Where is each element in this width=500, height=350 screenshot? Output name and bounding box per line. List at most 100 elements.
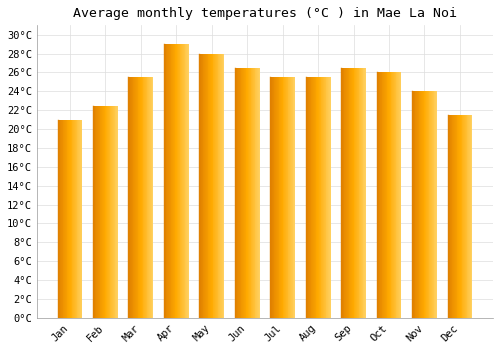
Bar	[470, 115, 472, 318]
Bar	[166, 44, 167, 318]
Bar	[180, 44, 182, 318]
Bar	[114, 105, 116, 318]
Bar	[418, 91, 420, 318]
Bar	[358, 68, 360, 318]
Bar	[183, 44, 184, 318]
Bar	[169, 44, 170, 318]
Bar	[432, 91, 434, 318]
Bar	[357, 68, 358, 318]
Bar	[348, 68, 350, 318]
Bar	[132, 77, 134, 318]
Bar	[420, 91, 421, 318]
Bar	[131, 77, 132, 318]
Bar	[94, 105, 96, 318]
Bar	[112, 105, 113, 318]
Bar	[168, 44, 169, 318]
Bar	[291, 77, 292, 318]
Bar	[276, 77, 277, 318]
Bar	[236, 68, 238, 318]
Bar	[144, 77, 145, 318]
Bar	[66, 120, 68, 318]
Bar	[178, 44, 179, 318]
Bar	[413, 91, 414, 318]
Bar	[318, 77, 319, 318]
Bar	[417, 91, 418, 318]
Bar	[455, 115, 456, 318]
Bar	[242, 68, 243, 318]
Bar	[364, 68, 365, 318]
Bar	[69, 120, 70, 318]
Bar	[187, 44, 188, 318]
Bar	[150, 77, 151, 318]
Bar	[365, 68, 366, 318]
Bar	[139, 77, 140, 318]
Bar	[104, 105, 106, 318]
Bar	[250, 68, 252, 318]
Bar	[462, 115, 463, 318]
Bar	[308, 77, 309, 318]
Bar	[383, 72, 384, 318]
Bar	[310, 77, 312, 318]
Bar	[313, 77, 314, 318]
Bar	[142, 77, 144, 318]
Bar	[259, 68, 260, 318]
Bar	[140, 77, 141, 318]
Bar	[146, 77, 148, 318]
Bar	[424, 91, 426, 318]
Bar	[216, 54, 218, 318]
Bar	[184, 44, 186, 318]
Bar	[287, 77, 288, 318]
Bar	[79, 120, 80, 318]
Bar	[96, 105, 97, 318]
Bar	[238, 68, 239, 318]
Bar	[382, 72, 383, 318]
Bar	[207, 54, 208, 318]
Bar	[130, 77, 131, 318]
Bar	[463, 115, 464, 318]
Bar	[221, 54, 222, 318]
Bar	[80, 120, 82, 318]
Bar	[170, 44, 172, 318]
Bar	[414, 91, 416, 318]
Bar	[288, 77, 290, 318]
Bar	[343, 68, 344, 318]
Bar	[99, 105, 100, 318]
Bar	[328, 77, 329, 318]
Bar	[393, 72, 394, 318]
Bar	[220, 54, 221, 318]
Bar	[218, 54, 219, 318]
Bar	[202, 54, 203, 318]
Bar	[75, 120, 76, 318]
Bar	[324, 77, 326, 318]
Bar	[454, 115, 455, 318]
Bar	[434, 91, 435, 318]
Bar	[376, 72, 378, 318]
Title: Average monthly temperatures (°C ) in Mae La Noi: Average monthly temperatures (°C ) in Ma…	[73, 7, 457, 20]
Bar	[451, 115, 452, 318]
Bar	[390, 72, 392, 318]
Bar	[396, 72, 398, 318]
Bar	[256, 68, 257, 318]
Bar	[235, 68, 236, 318]
Bar	[93, 105, 94, 318]
Bar	[326, 77, 327, 318]
Bar	[201, 54, 202, 318]
Bar	[395, 72, 396, 318]
Bar	[222, 54, 224, 318]
Bar	[254, 68, 256, 318]
Bar	[247, 68, 248, 318]
Bar	[422, 91, 423, 318]
Bar	[356, 68, 357, 318]
Bar	[206, 54, 207, 318]
Bar	[312, 77, 313, 318]
Bar	[460, 115, 462, 318]
Bar	[62, 120, 64, 318]
Bar	[72, 120, 74, 318]
Bar	[459, 115, 460, 318]
Bar	[164, 44, 166, 318]
Bar	[102, 105, 103, 318]
Bar	[135, 77, 136, 318]
Bar	[435, 91, 436, 318]
Bar	[275, 77, 276, 318]
Bar	[314, 77, 315, 318]
